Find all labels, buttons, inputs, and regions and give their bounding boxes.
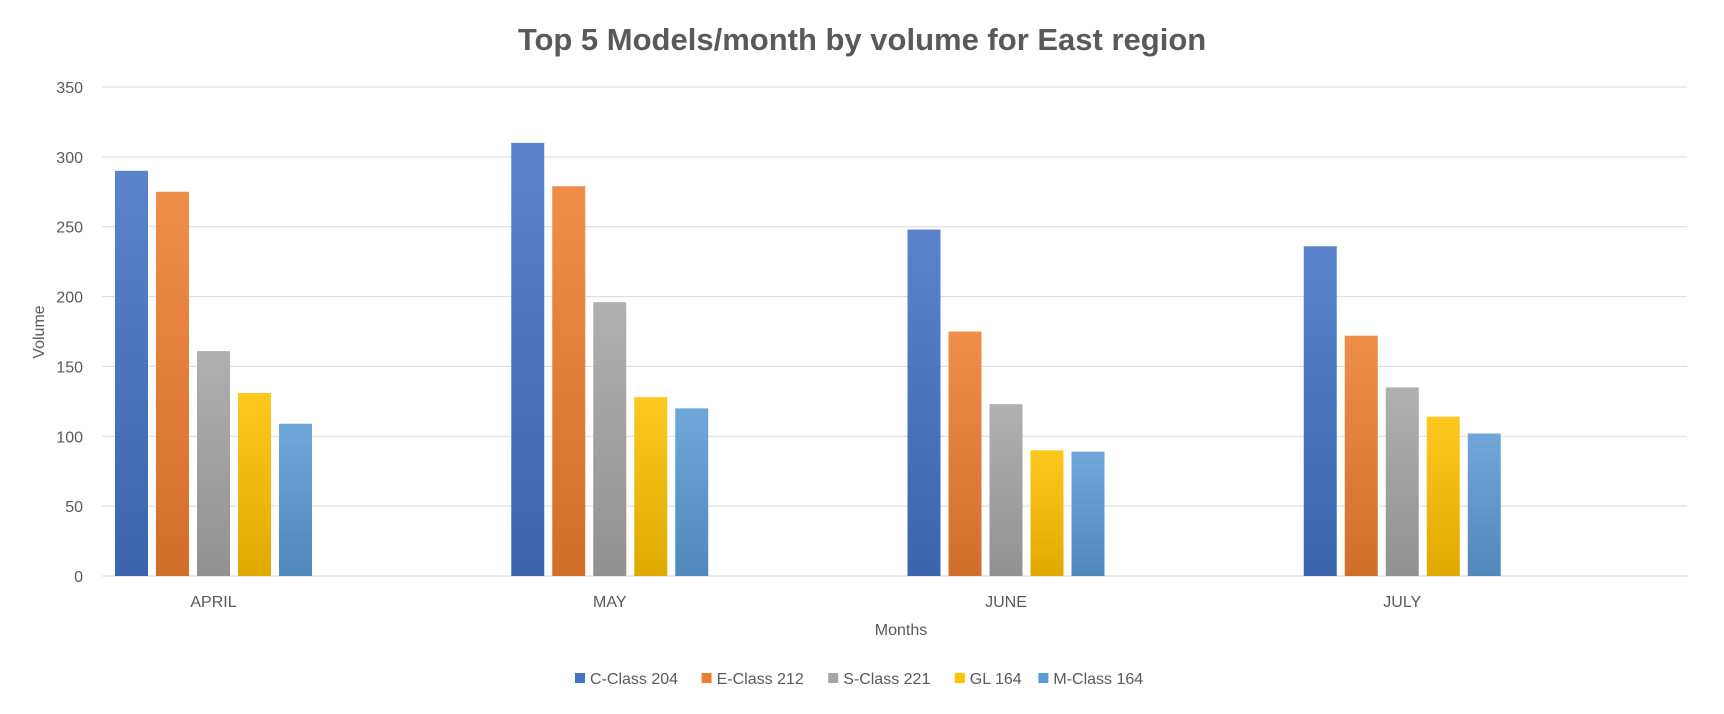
y-tick-label: 150 (56, 359, 83, 376)
legend-swatch (828, 673, 839, 683)
bar (989, 404, 1023, 576)
legend-swatch (954, 673, 965, 683)
y-axis-ticks: 0 50 100 150 200 250 300 350 (56, 80, 83, 586)
x-tick-label: JUNE (985, 594, 1027, 611)
x-tick-label: MAY (593, 594, 627, 611)
x-tick-label: JULY (1383, 594, 1421, 611)
bar (511, 142, 545, 576)
legend-item: GL 164 (954, 671, 1022, 688)
y-tick-label: 250 (56, 220, 83, 237)
legend-item: M-Class 164 (1038, 671, 1143, 688)
y-tick-label: 200 (56, 290, 83, 307)
bar (1030, 450, 1064, 576)
bar (675, 408, 709, 576)
chart-title: Top 5 Models/month by volume for East re… (518, 22, 1206, 57)
bar (197, 351, 230, 576)
bar (1071, 451, 1105, 576)
bar (1467, 433, 1501, 576)
legend-label: GL 164 (970, 671, 1022, 688)
bar (279, 423, 312, 576)
x-tick-label: APRIL (190, 594, 236, 611)
legend-swatch (575, 673, 585, 683)
legend-label: S-Class 221 (843, 671, 930, 688)
x-axis-ticks: APRIL MAY JUNE JULY (190, 594, 1421, 611)
bar (634, 397, 668, 576)
y-tick-label: 350 (56, 80, 83, 97)
legend-label: C-Class 204 (590, 671, 678, 688)
bar (1426, 416, 1460, 576)
bar (238, 392, 271, 576)
y-tick-label: 0 (74, 569, 83, 586)
legend-item: E-Class 212 (701, 671, 804, 688)
bar (948, 331, 982, 576)
bar (115, 170, 148, 577)
legend-swatch (701, 673, 712, 683)
y-axis-label: Volume (31, 305, 48, 358)
bars (115, 142, 1501, 577)
x-axis-label: Months (875, 622, 927, 639)
legend-swatch (1038, 673, 1049, 683)
bar (156, 191, 189, 577)
y-tick-label: 300 (56, 150, 83, 167)
y-tick-label: 50 (65, 499, 83, 516)
legend-item: S-Class 221 (828, 671, 930, 688)
legend-label: E-Class 212 (717, 671, 804, 688)
legend-label: M-Class 164 (1053, 671, 1143, 688)
legend-item: C-Class 204 (575, 671, 678, 688)
bar (1385, 387, 1419, 576)
y-tick-label: 100 (56, 429, 83, 446)
legend: C-Class 204 E-Class 212 S-Class 221 GL 164 M… (575, 671, 1143, 688)
bar (593, 302, 627, 576)
gridlines (102, 86, 1687, 577)
bar (1303, 246, 1337, 576)
bar (907, 229, 941, 576)
bar (1344, 335, 1378, 576)
bar (552, 186, 586, 576)
